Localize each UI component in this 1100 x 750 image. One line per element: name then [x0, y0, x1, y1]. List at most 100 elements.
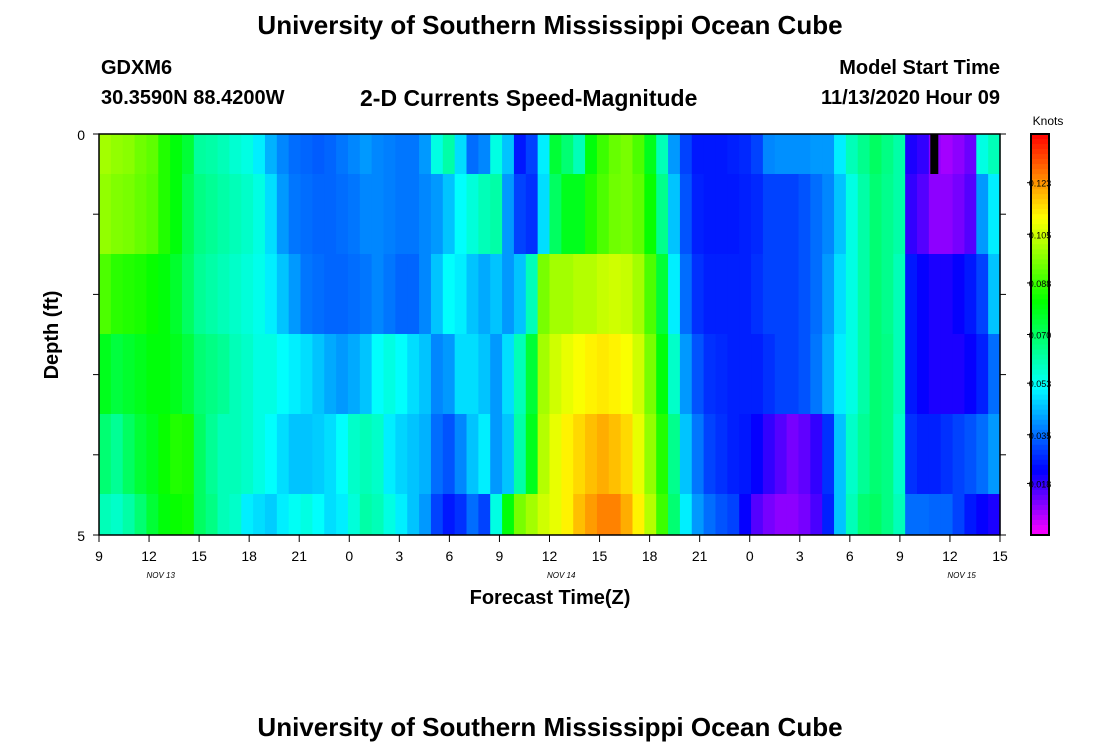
colorbar-segment	[1031, 474, 1049, 481]
heatmap-cell	[324, 414, 337, 494]
heatmap-cell	[276, 334, 290, 414]
heatmap-cell	[845, 174, 859, 254]
heatmap-cell	[798, 414, 811, 494]
heatmap-cell	[454, 334, 468, 414]
heatmap-cell	[739, 494, 752, 535]
heatmap-cell	[810, 254, 823, 334]
heatmap-cell	[762, 174, 776, 254]
heatmap-cell	[549, 254, 562, 334]
heatmap-cell	[596, 134, 610, 174]
heatmap-cell	[324, 494, 337, 535]
heatmap-cell	[988, 334, 1001, 414]
heatmap-cell	[288, 414, 302, 494]
heatmap-cell	[383, 134, 396, 174]
heatmap-cell	[419, 494, 432, 535]
heatmap-cell	[691, 494, 705, 535]
colorbar-segment	[1031, 439, 1049, 446]
heatmap-cell	[170, 254, 183, 334]
heatmap-cell	[928, 334, 942, 414]
heatmap-cell	[407, 334, 420, 414]
heatmap-cell	[229, 174, 242, 254]
heatmap-cell	[893, 254, 906, 334]
heatmap-cell	[834, 134, 847, 174]
heatmap-cell	[573, 174, 586, 254]
heatmap-cell	[893, 134, 906, 174]
heatmap-cell	[644, 334, 657, 414]
heatmap-cell	[407, 254, 420, 334]
heatmap-cell	[976, 334, 989, 414]
heatmap-cell	[99, 494, 112, 535]
heatmap-cell	[395, 174, 408, 254]
heatmap-cell	[513, 494, 527, 535]
colorbar-segment	[1031, 304, 1049, 311]
heatmap-cell	[205, 334, 219, 414]
heatmap-cell	[656, 174, 669, 254]
y-tick-label: 5	[77, 528, 85, 544]
heatmap-cell	[739, 334, 752, 414]
heatmap-cell	[751, 414, 764, 494]
heatmap-cell	[596, 414, 610, 494]
heatmap-cell	[739, 174, 752, 254]
heatmap-cell	[940, 334, 954, 414]
heatmap-cell	[976, 254, 989, 334]
heatmap-cell	[573, 414, 586, 494]
heatmap-cell	[146, 254, 159, 334]
heatmap-cell	[430, 174, 444, 254]
heatmap-cell	[715, 494, 728, 535]
heatmap-cell	[371, 174, 385, 254]
colorbar-segment	[1031, 389, 1049, 396]
heatmap-cell	[537, 494, 551, 535]
heatmap-cell	[715, 134, 728, 174]
x-tick-label: 18	[642, 548, 658, 564]
product-title: 2-D Currents Speed-Magnitude	[360, 85, 698, 111]
heatmap-cell	[940, 494, 954, 535]
heatmap-cell	[288, 254, 302, 334]
heatmap-cell	[573, 334, 586, 414]
heatmap-cell	[525, 414, 539, 494]
heatmap-cell	[928, 174, 942, 254]
heatmap-cell	[430, 414, 444, 494]
colorbar-segment	[1031, 394, 1049, 401]
heatmap-cell	[264, 494, 278, 535]
heatmap-cell	[596, 334, 610, 414]
colorbar-segment	[1031, 249, 1049, 255]
heatmap-cell	[241, 494, 254, 535]
heatmap-cell	[668, 414, 681, 494]
heatmap-cell	[170, 174, 183, 254]
colorbar-segment	[1031, 354, 1049, 361]
heatmap-cell	[407, 174, 420, 254]
heatmap-cell	[466, 174, 479, 254]
heatmap-cell	[134, 254, 148, 334]
colorbar-segment	[1031, 294, 1049, 301]
heatmap-cell	[585, 494, 598, 535]
heatmap-cell	[193, 254, 207, 334]
heatmap-cell	[537, 134, 551, 174]
heatmap-cell	[703, 254, 717, 334]
heatmap-cell	[241, 334, 254, 414]
heatmap-cell	[442, 494, 456, 535]
heatmap-cell	[964, 134, 977, 174]
colorbar-segment	[1031, 519, 1049, 526]
heatmap-cell	[336, 254, 349, 334]
heatmap-cell	[928, 254, 942, 334]
heatmap-cell	[110, 494, 124, 535]
heatmap-cell	[146, 174, 159, 254]
heatmap-cell	[454, 414, 468, 494]
heatmap-cell	[810, 174, 823, 254]
heatmap-cell	[99, 174, 112, 254]
x-tick-label: 15	[191, 548, 207, 564]
heatmap-cell	[502, 414, 515, 494]
heatmap-cell	[786, 414, 800, 494]
heatmap-cell	[170, 494, 183, 535]
heatmap-cell	[881, 174, 894, 254]
colorbar-segment	[1031, 244, 1049, 250]
heatmap-cell	[893, 494, 906, 535]
heatmap-cell	[478, 134, 491, 174]
colorbar-segment	[1031, 284, 1049, 290]
colorbar-tick-label: 0.070	[1029, 331, 1052, 341]
heatmap-cell	[454, 254, 468, 334]
heatmap-cell	[359, 334, 373, 414]
colorbar-segment	[1031, 334, 1049, 341]
heatmap-cell	[336, 334, 349, 414]
